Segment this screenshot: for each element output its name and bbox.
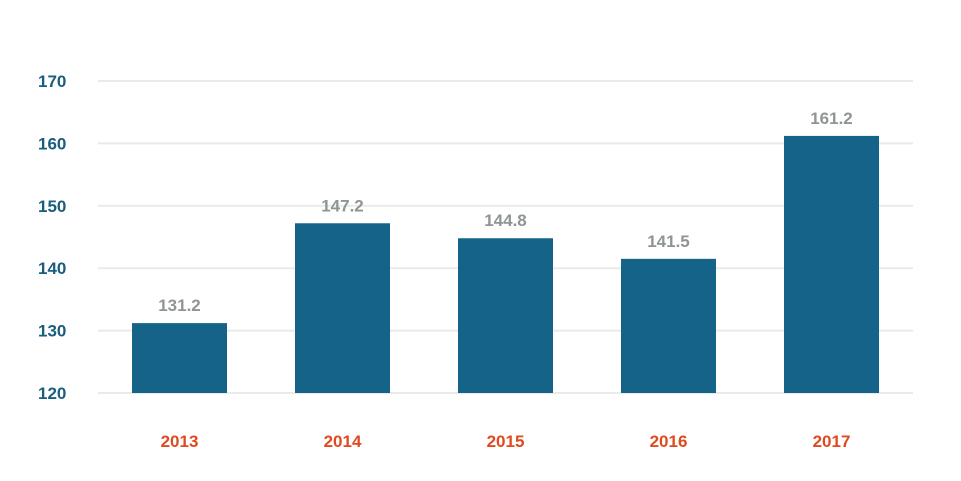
y-tick-label: 120	[38, 384, 66, 403]
bar-2016	[621, 258, 716, 393]
data-labels: 131.2 147.2 144.8 141.5 161.2	[158, 109, 853, 315]
y-tick-label: 150	[38, 197, 66, 216]
data-label: 144.8	[484, 211, 527, 230]
bar-2014	[295, 223, 390, 393]
y-axis-tick-labels: 120 130 140 150 160 170	[38, 72, 66, 403]
bar-2015	[458, 238, 553, 393]
data-label: 131.2	[158, 296, 201, 315]
y-tick-label: 140	[38, 259, 66, 278]
data-label: 141.5	[647, 232, 690, 251]
x-axis-tick-labels: 2013 2014 2015 2016 2017	[161, 432, 851, 451]
bars	[132, 135, 879, 394]
y-tick-label: 170	[38, 72, 66, 91]
bar-2017	[784, 135, 879, 394]
data-label: 161.2	[810, 109, 853, 128]
x-tick-label: 2016	[650, 432, 688, 451]
bar-2013	[132, 323, 227, 393]
x-tick-label: 2015	[487, 432, 525, 451]
y-tick-label: 130	[38, 322, 66, 341]
y-tick-label: 160	[38, 134, 66, 153]
x-tick-label: 2013	[161, 432, 199, 451]
data-label: 147.2	[321, 196, 364, 215]
x-tick-label: 2014	[324, 432, 362, 451]
x-tick-label: 2017	[813, 432, 851, 451]
